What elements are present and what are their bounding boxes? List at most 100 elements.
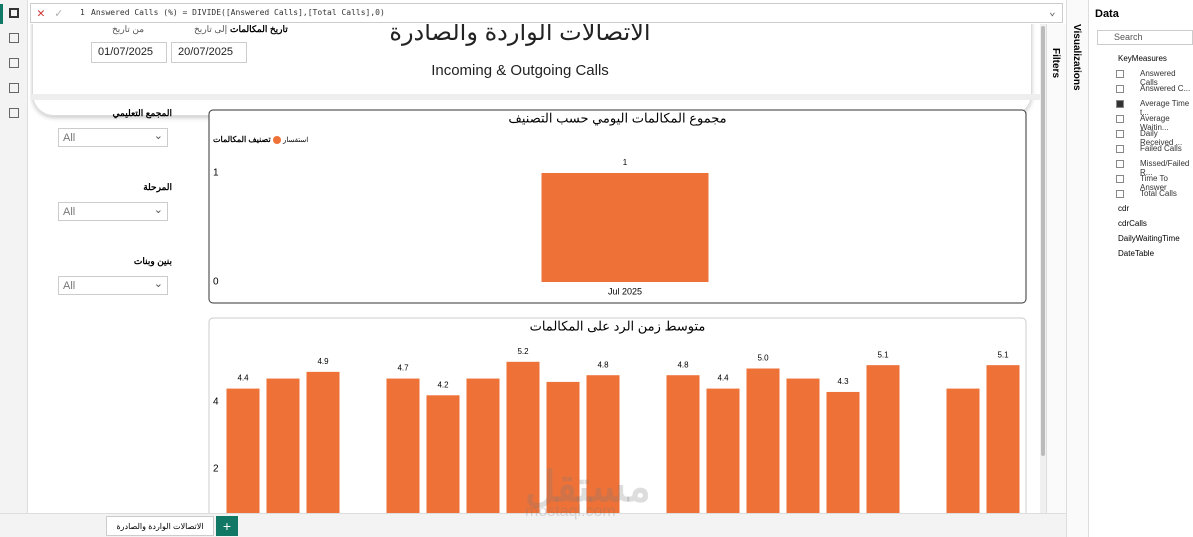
- y-tick-label: 2: [213, 464, 219, 475]
- visualizations-strip[interactable]: Visualizations: [1066, 0, 1088, 537]
- bar: [426, 395, 460, 513]
- tmdl-view-icon[interactable]: [9, 108, 19, 118]
- y-tick-label: 1: [213, 168, 219, 179]
- data-label: 4.8: [597, 360, 609, 369]
- title-ar: الاتصالات الواردة والصادرة: [389, 24, 651, 46]
- measure-name[interactable]: Missed/Failed R...: [1140, 159, 1190, 177]
- measure-name[interactable]: Time To Answer: [1140, 174, 1169, 192]
- from-date-text: 01/07/2025: [98, 46, 154, 58]
- measure-name[interactable]: Answered Calls: [1140, 69, 1176, 87]
- checkbox[interactable]: [1116, 70, 1124, 78]
- measure-name[interactable]: Failed Calls: [1140, 144, 1182, 153]
- add-page[interactable]: +: [216, 516, 238, 536]
- slicer-value: All: [63, 280, 76, 292]
- bar: [266, 378, 300, 513]
- measure-name[interactable]: Total Calls: [1140, 189, 1177, 198]
- watermark-ar: مستقل: [525, 463, 651, 510]
- data-label: 4.3: [837, 377, 849, 386]
- bar: [226, 388, 260, 513]
- bar: [746, 368, 780, 513]
- cancel-icon[interactable]: ✕: [37, 6, 45, 21]
- scroll-thumb[interactable]: [1041, 26, 1045, 456]
- to-date[interactable]: 20/07/2025: [171, 42, 247, 63]
- dropdown-arrow: ⌄: [153, 130, 163, 142]
- measure-name[interactable]: Average Time t...: [1140, 99, 1190, 117]
- bar: [666, 375, 700, 513]
- page-tab[interactable]: الاتصالات الواردة والصادرة: [106, 516, 214, 536]
- page-tab-label: الاتصالات الواردة والصادرة: [116, 522, 204, 531]
- bar: [946, 388, 980, 513]
- slicer-value: All: [63, 206, 76, 218]
- x-tick-label: Jul 2025: [608, 286, 642, 296]
- dax-view-icon[interactable]: [9, 83, 19, 93]
- checkbox[interactable]: [1116, 145, 1124, 153]
- checkbox[interactable]: [1116, 100, 1124, 108]
- slicer-dropdown[interactable]: All ⌄: [58, 202, 168, 221]
- table-name[interactable]: DateTable: [1118, 249, 1155, 258]
- bar: [786, 378, 820, 513]
- y-tick-label: 0: [213, 277, 219, 288]
- bar: [866, 365, 900, 513]
- data-label: 1: [623, 158, 628, 167]
- slicer-dropdown[interactable]: All ⌄: [58, 128, 168, 147]
- slicer-title: بنين وبنات: [133, 256, 172, 266]
- checkbox[interactable]: [1116, 175, 1124, 183]
- checkbox[interactable]: [1116, 190, 1124, 198]
- data-title: Data: [1095, 8, 1119, 20]
- title-en: Incoming & Outgoing Calls: [431, 62, 609, 79]
- from-date[interactable]: 01/07/2025: [91, 42, 167, 63]
- to-label: إلى تاريخ: [194, 24, 228, 34]
- formula-bar[interactable]: ✕ ✓ 1 Answered Calls (%) = DIVIDE([Answe…: [30, 3, 1063, 23]
- search-placeholder: Search: [1114, 32, 1143, 42]
- bar: [586, 375, 620, 513]
- data-label: 4.8: [677, 360, 689, 369]
- data-label: 5.1: [877, 350, 889, 359]
- expand-icon[interactable]: ⌄: [1049, 5, 1056, 18]
- line-number: 1: [80, 8, 85, 17]
- dropdown-arrow: ⌄: [153, 278, 163, 290]
- bar: [546, 381, 580, 513]
- data-label: 4.2: [437, 380, 449, 389]
- data-label: 5.2: [517, 347, 529, 356]
- bar: [506, 361, 540, 513]
- checkbox[interactable]: [1116, 160, 1124, 168]
- checkbox[interactable]: [1116, 85, 1124, 93]
- measure-name[interactable]: Daily Received ...: [1140, 129, 1183, 147]
- commit-icon[interactable]: ✓: [55, 6, 63, 20]
- group-name: KeyMeasures: [1118, 54, 1167, 63]
- slicer-title: المجمع التعليمي: [112, 108, 172, 118]
- measure-name[interactable]: Average Waitin...: [1140, 114, 1170, 132]
- table-name[interactable]: DailyWaitingTime: [1118, 234, 1180, 243]
- slicer-dropdown[interactable]: All ⌄: [58, 276, 168, 295]
- legend-marker: [273, 136, 281, 144]
- header-band: [30, 94, 1040, 100]
- data-label: 4.7: [397, 364, 409, 373]
- scrollbar[interactable]: [1040, 24, 1046, 513]
- slicer-title: المرحلة: [143, 182, 172, 192]
- checkbox[interactable]: [1116, 115, 1124, 123]
- model-view-icon[interactable]: [9, 58, 19, 68]
- data-label: 4.4: [237, 374, 249, 383]
- data-label: 4.4: [717, 374, 729, 383]
- to-date-text: 20/07/2025: [178, 46, 234, 58]
- visualizations-label: Visualizations: [1071, 24, 1082, 91]
- bar: [706, 388, 740, 513]
- chart-title: مجموع المكالمات اليومي حسب التصنيف: [508, 110, 726, 126]
- table-name[interactable]: cdr: [1118, 204, 1130, 213]
- table-view-icon[interactable]: [9, 33, 19, 43]
- legend-label: استفسار: [282, 136, 308, 144]
- bar: [466, 378, 500, 513]
- measure-name[interactable]: Answered C...: [1140, 84, 1191, 93]
- left-rail: [0, 0, 28, 537]
- legend-title: تصنيف المكالمات: [213, 135, 271, 144]
- bar: [386, 378, 420, 513]
- table-name[interactable]: cdrCalls: [1118, 219, 1147, 228]
- bar: [826, 391, 860, 513]
- watermark-en: mostaql.com: [525, 503, 616, 520]
- filters-strip[interactable]: Filters: [1046, 24, 1066, 537]
- search-box[interactable]: Search: [1097, 30, 1193, 45]
- chart-title: متوسط زمن الرد على المكالمات: [530, 318, 706, 334]
- checkbox[interactable]: [1116, 130, 1124, 138]
- data-label: 4.9: [317, 357, 329, 366]
- report-view-icon[interactable]: [9, 8, 19, 18]
